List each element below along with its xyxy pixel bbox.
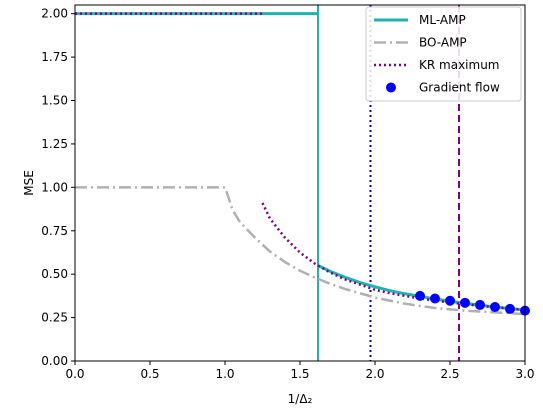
gradient-flow-point — [490, 301, 500, 312]
y-tick-label: 0.75 — [41, 224, 68, 238]
x-tick-label: 0.5 — [140, 367, 159, 381]
x-tick-label: 1.5 — [290, 367, 309, 381]
x-tick-label: 2.5 — [440, 367, 459, 381]
gradient-flow-point — [475, 299, 485, 310]
legend-box — [365, 6, 522, 102]
x-tick-label: 3.0 — [515, 367, 534, 381]
y-tick-label: 0.00 — [41, 354, 68, 368]
legend: ML-AMP BO-AMP KR maximum Gradient flow — [365, 6, 522, 102]
x-tick-label: 1.0 — [215, 367, 234, 381]
y-tick-label: 1.75 — [41, 50, 68, 64]
gradient-flow-point — [445, 295, 455, 306]
plot-area — [75, 5, 530, 361]
y-tick-label: 2.00 — [41, 7, 68, 21]
gradient-flow-point — [415, 290, 425, 301]
y-tick-label: 0.25 — [41, 311, 68, 325]
axis-ticks: 0.0 0.5 1.0 1.5 2.0 2.5 3.0 0.00 0.25 0.50 0.75 1.0… — [41, 7, 534, 381]
x-tick-label: 2.0 — [365, 367, 384, 381]
legend-swatch-gradient-flow — [386, 82, 396, 93]
y-tick-label: 1.50 — [41, 94, 68, 108]
gradient-flow-point — [430, 293, 440, 304]
series-line-kr-maximum-1 — [261, 202, 526, 312]
series-line-bo-amp-0 — [75, 186, 526, 316]
y-tick-label: 0.50 — [41, 267, 68, 281]
legend-label-ml-amp: ML-AMP — [419, 13, 466, 27]
legend-label-bo-amp: BO-AMP — [419, 36, 467, 50]
y-tick-label: 1.00 — [41, 180, 68, 194]
legend-label-kr-maximum: KR maximum — [419, 58, 499, 72]
legend-label-gradient-flow: Gradient flow — [419, 81, 500, 95]
y-tick-label: 1.25 — [41, 137, 68, 151]
x-tick-label: 0.0 — [65, 367, 84, 381]
gradient-flow-point — [505, 303, 515, 314]
y-axis-label: MSE — [22, 170, 36, 196]
gradient-flow-point — [460, 297, 470, 308]
x-axis-label: 1/Δ₂ — [288, 392, 313, 406]
